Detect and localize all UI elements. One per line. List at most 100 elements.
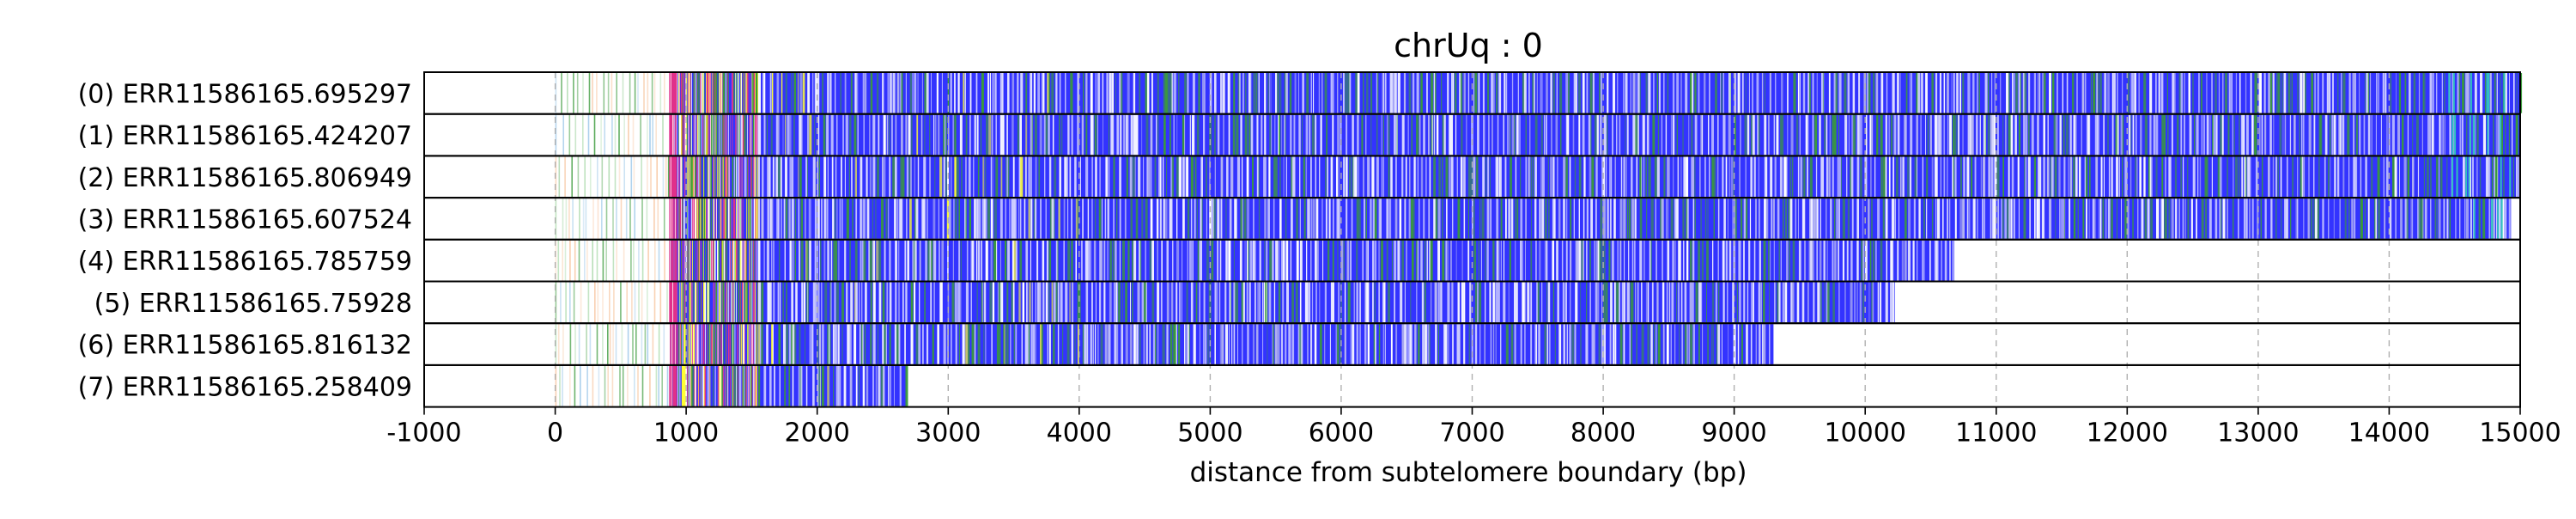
read-segment	[1922, 240, 1923, 281]
read-segment	[616, 198, 617, 239]
read-segment	[1492, 324, 1495, 364]
read-segment	[605, 240, 607, 281]
read-segment	[2088, 114, 2091, 156]
read-segment	[1547, 156, 1549, 198]
read-segment	[1429, 240, 1431, 281]
read-segment	[823, 114, 826, 156]
read-segment	[756, 198, 757, 239]
read-segment	[747, 156, 750, 198]
read-segment	[625, 198, 628, 239]
read-segment	[723, 282, 725, 323]
read-segment	[1127, 114, 1129, 156]
read-segment	[1145, 240, 1146, 281]
read-segment	[738, 198, 740, 239]
read-segment	[1040, 324, 1042, 364]
read-segment	[1824, 114, 1826, 156]
read-segment	[727, 73, 730, 113]
read-segment	[862, 365, 866, 406]
read-segment	[1158, 156, 1160, 198]
read-segment	[727, 156, 729, 198]
read-segment	[2418, 73, 2421, 113]
read-segment	[614, 114, 617, 156]
read-segment	[1071, 114, 1073, 156]
read-segment	[1958, 114, 1959, 156]
read-segment	[732, 198, 733, 239]
read-segment	[688, 114, 690, 156]
read-segment	[647, 282, 648, 323]
read-segment	[690, 156, 691, 198]
read-segment	[821, 365, 824, 406]
read-segment	[1443, 324, 1446, 364]
read-segment	[905, 282, 908, 323]
read-segment	[1363, 73, 1364, 113]
read-segment	[677, 156, 679, 198]
read-segment	[1193, 324, 1196, 364]
read-segment	[674, 114, 676, 156]
read-segment	[1561, 240, 1564, 281]
read-segment	[2111, 156, 2113, 198]
read-segment	[689, 114, 690, 156]
read-segment	[2037, 73, 2040, 113]
read-segment	[1626, 282, 1630, 323]
read-segment	[1893, 114, 1897, 156]
read-segment	[1771, 156, 1773, 198]
read-segment	[2167, 114, 2169, 156]
read-segment	[699, 324, 701, 364]
read-segment	[1006, 114, 1008, 156]
read-segment	[739, 365, 741, 406]
read-segment	[592, 73, 593, 113]
read-segment	[930, 282, 933, 323]
read-segment	[1691, 114, 1693, 156]
read-segment	[670, 198, 671, 239]
read-segment	[1178, 73, 1180, 113]
read-segment	[884, 240, 886, 281]
read-segment	[749, 282, 750, 323]
read-segment	[683, 282, 685, 323]
read-segment	[1508, 198, 1510, 239]
read-segment	[1495, 324, 1497, 364]
read-segment	[2011, 156, 2014, 198]
read-segment	[1882, 198, 1885, 239]
read-segment	[1189, 240, 1192, 281]
read-segment	[1563, 198, 1565, 239]
read-segment	[651, 73, 653, 113]
read-segment	[696, 73, 697, 113]
read-segment	[1791, 156, 1794, 198]
read-segment	[767, 282, 769, 323]
read-segment	[1415, 240, 1418, 281]
read-segment	[1752, 73, 1753, 113]
read-segment	[1778, 240, 1780, 281]
read-segment	[1657, 324, 1661, 364]
read-segment	[1031, 114, 1033, 156]
read-segment	[907, 240, 909, 281]
read-segment	[1743, 240, 1745, 281]
read-segment	[1449, 156, 1450, 198]
read-segment	[1182, 198, 1185, 239]
read-segment	[699, 240, 701, 281]
read-segment	[1654, 156, 1657, 198]
read-segment	[1437, 198, 1441, 239]
read-segment	[827, 324, 829, 364]
read-segment	[1789, 240, 1790, 281]
read-segment	[2172, 73, 2175, 113]
read-segment	[872, 282, 876, 323]
read-segment	[804, 198, 806, 239]
read-segment	[2129, 156, 2132, 198]
read-segment	[966, 240, 969, 281]
read-segment	[876, 240, 879, 281]
read-segment	[1434, 282, 1437, 323]
read-segment	[2283, 73, 2287, 113]
read-segment	[1692, 282, 1694, 323]
read-segment	[1450, 114, 1453, 156]
read-segment	[1152, 240, 1154, 281]
read-segment	[1200, 198, 1202, 239]
read-segment	[1258, 73, 1260, 113]
read-segment	[809, 114, 812, 156]
read-segment	[1172, 240, 1174, 281]
read-segment	[1544, 240, 1546, 281]
read-segment	[1586, 240, 1588, 281]
read-segment	[567, 73, 568, 113]
read-segment	[1386, 198, 1388, 239]
read-segment	[1745, 73, 1747, 113]
read-segment	[2316, 198, 2318, 239]
